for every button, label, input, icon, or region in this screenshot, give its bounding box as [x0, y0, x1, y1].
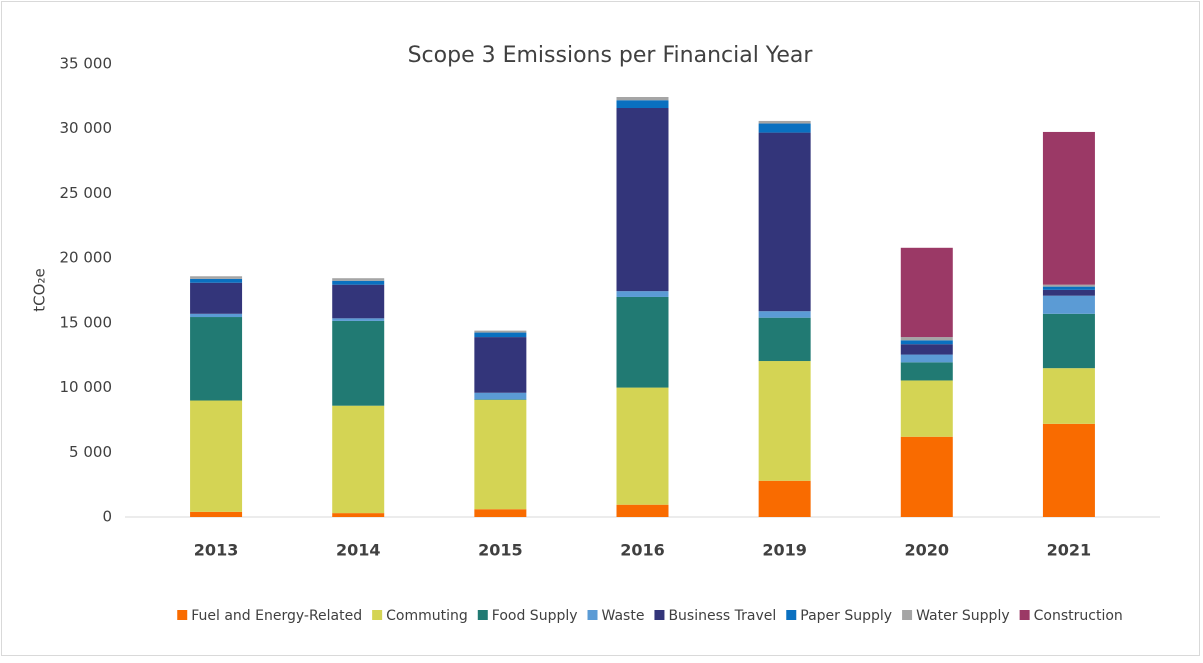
x-tick-label: 2013 — [194, 541, 239, 560]
legend-swatch — [477, 610, 488, 620]
bar-segment — [190, 276, 243, 279]
y-tick-label: 35 000 — [60, 55, 113, 73]
legend-swatch — [902, 610, 913, 620]
legend-swatch — [786, 610, 797, 620]
bar-segment — [1042, 131, 1095, 285]
bar-segment — [474, 399, 527, 400]
bar-segment — [1042, 423, 1095, 517]
bar-segment — [616, 108, 669, 292]
bar-segment — [332, 284, 385, 319]
legend-label: Water Supply — [916, 608, 1010, 624]
bar-segment — [1042, 284, 1095, 287]
bar-segment — [616, 291, 669, 297]
bar-segment — [332, 318, 385, 321]
bar-segment — [1042, 313, 1095, 369]
bar-segment — [758, 311, 811, 318]
bar-segment — [332, 278, 385, 281]
bar-segment — [900, 247, 953, 338]
legend-label: Paper Supply — [800, 608, 892, 624]
y-tick-label: 20 000 — [60, 249, 113, 267]
bar-segment — [616, 387, 669, 505]
y-tick-label: 0 — [102, 508, 112, 526]
legend-swatch — [587, 610, 598, 620]
bar-segment — [758, 480, 811, 517]
bar-segment — [474, 399, 527, 510]
bar-segment — [900, 337, 953, 341]
bar-segment — [332, 280, 385, 285]
bar-segment — [758, 123, 811, 133]
legend-label: Fuel and Energy-Related — [191, 608, 362, 624]
bar-segment — [1042, 289, 1095, 296]
bar-segment — [900, 362, 953, 381]
x-tick-label: 2015 — [478, 541, 523, 560]
bar-segment — [758, 120, 811, 124]
bar-segment — [1042, 368, 1095, 424]
chart-title: Scope 3 Emissions per Financial Year — [408, 43, 814, 68]
legend-swatch — [372, 610, 383, 620]
bar-segment — [616, 504, 669, 517]
bar-segment — [616, 97, 669, 101]
bar-segment — [900, 354, 953, 363]
legend: Fuel and Energy-Related Commuting Food Sup… — [177, 608, 1123, 624]
bar-segment — [474, 330, 527, 333]
y-tick-label: 5 000 — [69, 443, 112, 461]
bar-segment — [900, 340, 953, 345]
bar-segment — [474, 337, 527, 393]
y-tick-label: 30 000 — [60, 119, 113, 137]
legend-swatch — [654, 610, 665, 620]
y-tick-label: 15 000 — [60, 313, 113, 331]
x-tick-label: 2014 — [336, 541, 381, 560]
legend-swatch — [1019, 610, 1030, 620]
bar-segment — [758, 132, 811, 312]
bar-segment — [1042, 286, 1095, 290]
x-tick-label: 2016 — [620, 541, 665, 560]
legend-label: Construction — [1034, 608, 1123, 624]
bar-segment — [190, 400, 243, 512]
bar-segment — [190, 282, 243, 314]
y-tick-label: 25 000 — [60, 184, 113, 202]
bar-segment — [332, 513, 385, 517]
bar-segment — [616, 100, 669, 109]
bar-segment — [474, 332, 527, 338]
y-tick-label: 10 000 — [60, 378, 113, 396]
bar-segment — [900, 344, 953, 355]
bar-segment — [758, 361, 811, 481]
y-axis-label: tCO₂e — [31, 268, 49, 311]
bar-segment — [332, 320, 385, 406]
bar-segment — [474, 392, 527, 400]
bar-segment — [1042, 295, 1095, 314]
legend-swatch — [177, 610, 188, 620]
bar-segment — [900, 380, 953, 437]
bar-segment — [190, 278, 243, 283]
x-tick-label: 2020 — [905, 541, 950, 560]
legend-label: Waste — [602, 608, 645, 624]
bar-segment — [900, 436, 953, 517]
bar-segment — [190, 511, 243, 517]
x-tick-label: 2019 — [762, 541, 807, 560]
bar-segment — [758, 317, 811, 362]
x-tick-label: 2021 — [1047, 541, 1092, 560]
bar-segment — [332, 405, 385, 514]
legend-label: Business Travel — [668, 608, 776, 624]
bar-segment — [190, 313, 243, 318]
legend-label: Food Supply — [492, 608, 578, 624]
bar-segment — [474, 509, 527, 517]
legend-label: Commuting — [386, 608, 468, 624]
bar-segment — [190, 317, 243, 401]
bar-segment — [616, 296, 669, 388]
